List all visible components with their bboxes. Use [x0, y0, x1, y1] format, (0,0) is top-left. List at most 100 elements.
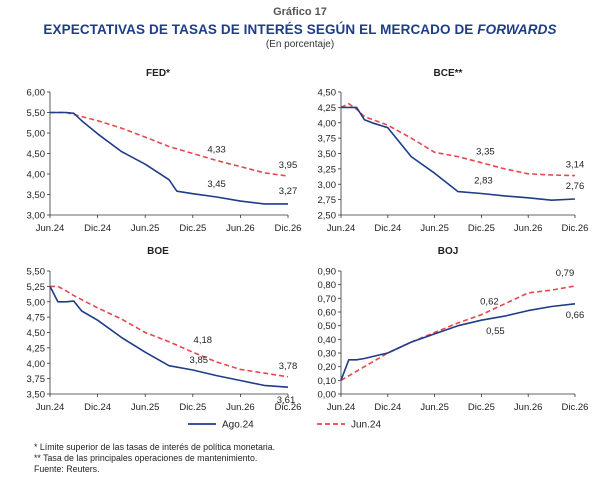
data-label: 0,55 [486, 326, 505, 337]
data-label: 2,83 [474, 175, 493, 186]
data-label: 0,66 [566, 310, 585, 321]
y-tick-label: 3,50 [318, 149, 337, 160]
y-tick-label: 3,00 [318, 180, 337, 191]
x-tick-label: Jun.26 [226, 402, 255, 413]
x-tick-label: Dic.25 [179, 223, 206, 234]
series-line-jun24 [50, 111, 289, 177]
x-tick-label: Jun.25 [131, 402, 160, 413]
x-tick-label: Dic.25 [468, 402, 495, 413]
y-tick-label: 5,50 [27, 267, 46, 278]
data-label: 0,79 [556, 268, 575, 279]
data-label: 3,14 [566, 160, 585, 171]
y-tick-label: 4,00 [318, 118, 337, 129]
series-line-ago24 [49, 286, 289, 388]
series-line-ago24 [340, 303, 576, 381]
panel-boj: BOJ 0,00 0,10 0,20 0,30 0,40 0,50 0,60 0,70 0,80 0… [318, 246, 589, 413]
panel-bce: BCE** 2,50 2,75 3,00 3,25 3,50 3,75 4,00 4,25 4,5… [318, 68, 589, 234]
x-tick-label: Dic.26 [275, 402, 302, 413]
x-tick-label: Dic.25 [179, 402, 206, 413]
x-tick-label: Jun.24 [36, 402, 65, 413]
y-tick-label: 0,80 [318, 280, 337, 291]
data-label: 3,27 [279, 186, 298, 197]
x-tick-label: Jun.25 [420, 402, 449, 413]
y-tick-label: 6,00 [27, 88, 46, 99]
y-tick-label: 0,90 [318, 267, 337, 278]
series-line-ago24 [341, 106, 576, 201]
panel-title: BOJ [438, 246, 459, 257]
data-label: 3,78 [279, 361, 298, 372]
y-tick-label: 3,50 [27, 190, 46, 201]
y-tick-label: 0,00 [318, 390, 337, 401]
y-tick-label: 3,75 [318, 134, 337, 145]
y-tick-label: 4,25 [318, 103, 337, 114]
data-label: 0,62 [480, 297, 499, 308]
data-label: 4,33 [207, 144, 226, 155]
panel-title: BCE** [434, 68, 463, 79]
y-tick-label: 5,50 [27, 108, 46, 119]
y-tick-label: 4,50 [27, 149, 46, 160]
y-tick-label: 3,75 [27, 374, 46, 385]
x-tick-label: Dic.26 [562, 402, 589, 413]
x-tick-label: Jun.24 [327, 402, 356, 413]
legend-label: Ago.24 [222, 420, 254, 431]
y-tick-label: 4,25 [27, 343, 46, 354]
x-tick-label: Jun.25 [131, 223, 160, 234]
x-tick-label: Jun.25 [420, 223, 449, 234]
y-tick-label: 5,00 [27, 297, 46, 308]
x-tick-label: Dic.24 [84, 223, 111, 234]
legend-label: Jun.24 [351, 420, 381, 431]
x-tick-label: Jun.26 [514, 223, 543, 234]
y-tick-label: 4,00 [27, 170, 46, 181]
x-tick-label: Dic.24 [374, 223, 401, 234]
y-tick-label: 4,50 [318, 88, 337, 99]
footnotes: * Límite superior de las tasas de interé… [34, 442, 275, 475]
y-tick-label: 0,70 [318, 294, 337, 305]
y-tick-label: 0,60 [318, 308, 337, 319]
y-tick-label: 4,00 [27, 359, 46, 370]
figure-subtitle: (En porcentaje) [265, 39, 335, 50]
x-tick-label: Dic.26 [562, 223, 589, 234]
series-line-jun24 [340, 102, 576, 177]
x-tick-label: Dic.26 [275, 223, 302, 234]
x-tick-label: Dic.25 [468, 223, 495, 234]
y-tick-label: 0,10 [318, 376, 337, 387]
x-tick-label: Dic.24 [374, 402, 401, 413]
figure-title-main: EXPECTATIVAS DE TASAS DE INTERÉS SEGÚN E… [43, 22, 474, 37]
y-tick-label: 2,75 [318, 195, 337, 206]
x-tick-label: Jun.24 [327, 223, 356, 234]
panel-title: BOE [147, 246, 169, 257]
y-tick-label: 5,00 [27, 129, 46, 140]
y-tick-label: 0,50 [318, 321, 337, 332]
panel-fed: FED* 3,00 3,50 4,00 4,50 5,00 5,50 6,00 Jun.24 Di… [27, 68, 302, 234]
y-tick-label: 3,50 [27, 390, 46, 401]
x-tick-label: Jun.24 [36, 223, 65, 234]
x-tick-label: Dic.24 [84, 402, 111, 413]
series-line-jun24 [340, 285, 576, 381]
panel-boe: BOE 3,50 3,75 4,00 4,25 4,50 4,75 5,00 5,25 5,50 J… [27, 246, 302, 413]
data-label: 2,76 [566, 181, 585, 192]
legend: Ago.24 Jun.24 [188, 420, 381, 431]
series-line-ago24 [50, 111, 288, 205]
figure-title: EXPECTATIVAS DE TASAS DE INTERÉS SEGÚN E… [0, 22, 600, 37]
data-label: 3,95 [279, 160, 298, 171]
y-tick-label: 3,00 [27, 211, 46, 222]
y-tick-label: 5,25 [27, 282, 46, 293]
x-tick-label: Jun.26 [226, 223, 255, 234]
series-line-jun24 [50, 285, 289, 378]
y-tick-label: 4,50 [27, 328, 46, 339]
data-label: 3,45 [207, 179, 226, 190]
footnote-2: ** Tasa de las principales operaciones d… [34, 453, 258, 463]
x-tick-label: Jun.26 [514, 402, 543, 413]
data-label: 3,85 [190, 355, 209, 366]
figure-title-italic: FORWARDS [477, 22, 557, 37]
data-label: 3,35 [476, 147, 495, 158]
source-note: Fuente: Reuters. [34, 464, 100, 474]
y-tick-label: 4,75 [27, 313, 46, 324]
panel-title: FED* [146, 68, 170, 79]
y-tick-label: 0,20 [318, 362, 337, 373]
y-tick-label: 2,50 [318, 211, 337, 222]
y-tick-label: 3,25 [318, 164, 337, 175]
y-tick-label: 0,40 [318, 335, 337, 346]
figure-number: Gráfico 17 [273, 6, 327, 18]
